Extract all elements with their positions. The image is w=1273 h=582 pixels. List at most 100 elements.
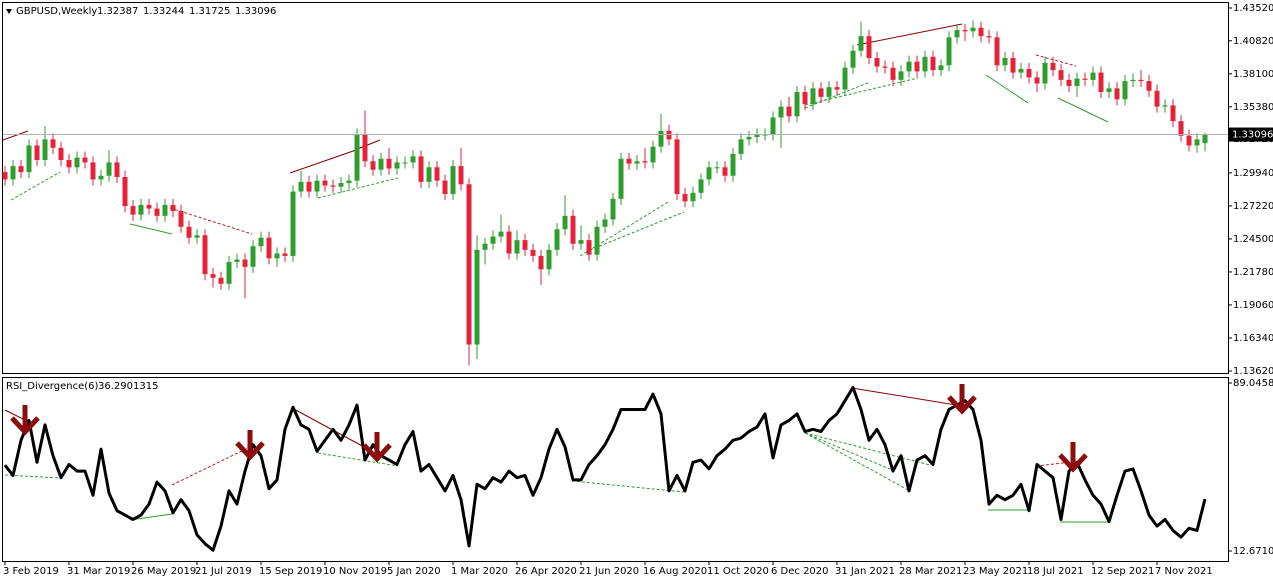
- candle-body: [298, 181, 304, 192]
- y-tick-label: 1.24500: [1233, 234, 1273, 245]
- candle-body: [690, 192, 696, 202]
- candle-body: [210, 274, 216, 278]
- candle-body: [650, 146, 656, 163]
- candle-body: [450, 166, 456, 194]
- y-tick-label: 1.43520: [1233, 3, 1273, 14]
- candle-body: [914, 61, 920, 72]
- candle-body: [810, 88, 816, 105]
- x-tick-label: 31 Mar 2019: [67, 566, 130, 577]
- candle-body: [586, 240, 592, 255]
- candle-body: [1122, 81, 1128, 100]
- y-tick-label: 1.40820: [1233, 36, 1273, 47]
- candle-body: [730, 153, 736, 176]
- y-tick-label: 1.19060: [1233, 300, 1273, 311]
- candle-body: [1114, 88, 1120, 100]
- candle-body: [970, 27, 976, 32]
- candle-body: [418, 156, 424, 182]
- candle-body: [642, 161, 648, 163]
- candle-body: [114, 162, 120, 177]
- candle-body: [522, 240, 528, 250]
- candle-body: [218, 277, 224, 284]
- candle-body: [890, 67, 896, 80]
- candle-body: [1178, 121, 1184, 136]
- y-tick-label: 1.35380: [1233, 102, 1273, 113]
- candle-body: [306, 181, 312, 192]
- candle-body: [1090, 72, 1096, 80]
- sell-arrow: [1058, 442, 1088, 473]
- candle-body: [378, 158, 384, 170]
- candle-body: [386, 158, 392, 169]
- price-panel: [2, 2, 1229, 374]
- candle-body: [554, 229, 560, 250]
- candle-body: [474, 249, 480, 345]
- candle-body: [578, 240, 584, 244]
- x-tick-label: 12 Sep 2021: [1091, 566, 1154, 577]
- x-tick-label: 28 Mar 2021: [899, 566, 962, 577]
- candle-body: [282, 253, 288, 256]
- x-tick-label: 16 Aug 2020: [643, 566, 707, 577]
- candle-body: [498, 231, 504, 237]
- candle-body: [274, 253, 280, 259]
- candle-body: [530, 249, 536, 256]
- candle-body: [162, 204, 168, 216]
- y-tick-label: 89.045830: [1233, 378, 1273, 389]
- candle-body: [234, 259, 240, 262]
- candle-body: [938, 65, 944, 71]
- candle-body: [658, 130, 664, 147]
- signal-arrows: [10, 384, 1088, 473]
- candle-body: [434, 167, 440, 181]
- candle-body: [226, 261, 232, 284]
- candle-body: [754, 134, 760, 137]
- x-tick-label: 26 Apr 2020: [515, 566, 577, 577]
- sell-arrow: [947, 384, 977, 415]
- candle-body: [1082, 78, 1088, 80]
- candle-body: [186, 226, 192, 238]
- candle-body: [1098, 72, 1104, 93]
- candle-body: [10, 166, 16, 180]
- candle-body: [90, 162, 96, 180]
- candle-body: [778, 106, 784, 118]
- y-tick-label: 1.13620: [1233, 366, 1273, 377]
- candle-body: [34, 145, 40, 160]
- candle-body: [794, 92, 800, 117]
- candle-body: [66, 159, 72, 168]
- x-tick-label: 3 Feb 2019: [3, 566, 59, 577]
- candle-body: [242, 259, 248, 267]
- header-open: 1.32387: [97, 6, 138, 17]
- candle-body: [538, 255, 544, 270]
- candle-body: [882, 66, 888, 68]
- candle-body: [834, 87, 840, 90]
- candle-body: [2, 172, 8, 180]
- candle-body: [946, 37, 952, 66]
- candle-body: [18, 166, 24, 173]
- candle-body: [354, 134, 360, 181]
- candle-body: [170, 204, 176, 211]
- candle-body: [714, 167, 720, 169]
- candle-body: [1194, 139, 1200, 146]
- candle-body: [490, 236, 496, 244]
- candle-body: [458, 166, 464, 185]
- candle-body: [978, 27, 984, 37]
- candle-body: [466, 184, 472, 345]
- candle-body: [602, 219, 608, 227]
- candle-body: [1010, 58, 1016, 73]
- symbol-title: GBPUSD,Weekly: [16, 6, 97, 17]
- candle-body: [42, 139, 48, 160]
- candle-body: [674, 139, 680, 194]
- candle-body: [1018, 68, 1024, 73]
- candle-body: [106, 162, 112, 176]
- candle-body: [802, 92, 808, 105]
- candle-body: [906, 61, 912, 72]
- candle-body: [722, 167, 728, 176]
- current-price-box: [1229, 127, 1273, 142]
- candle-body: [1074, 78, 1080, 86]
- candle-body: [1138, 79, 1144, 82]
- candle-body: [1202, 134, 1208, 144]
- candle-body: [962, 30, 968, 32]
- candle-body: [154, 208, 160, 216]
- candle-body: [1050, 62, 1056, 71]
- candle-body: [770, 117, 776, 135]
- candle-body: [362, 134, 368, 162]
- candle-body: [922, 56, 928, 72]
- candle-body: [314, 180, 320, 192]
